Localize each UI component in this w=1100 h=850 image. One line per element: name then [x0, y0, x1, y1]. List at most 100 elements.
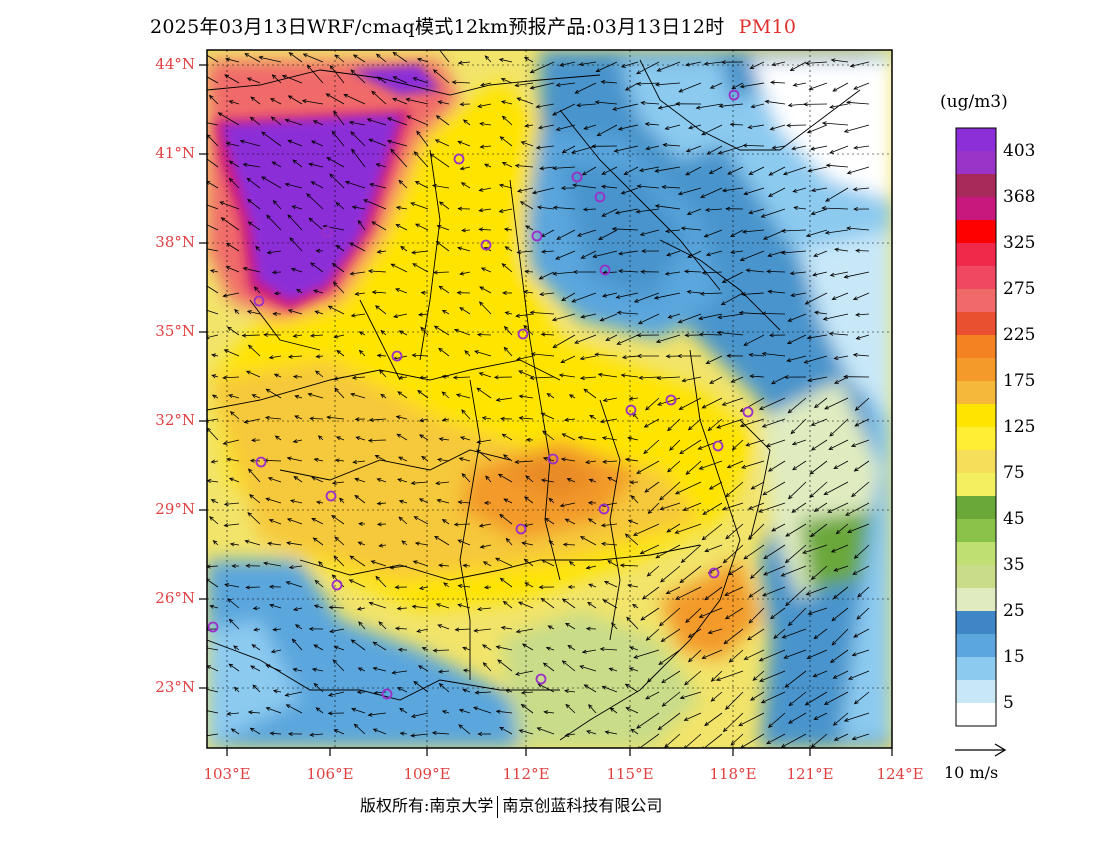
- wind-arrowhead: [484, 163, 489, 168]
- wind-vector: [433, 271, 450, 273]
- wind-vector: [310, 334, 324, 337]
- wind-vector: [600, 313, 618, 322]
- wind-arrowhead: [697, 445, 703, 450]
- wind-arrowhead: [441, 391, 447, 396]
- wind-arrowhead: [411, 604, 417, 609]
- wind-arrowhead: [769, 126, 775, 131]
- wind-vector: [601, 185, 618, 189]
- wind-arrowhead: [458, 708, 464, 713]
- wind-vector: [476, 387, 492, 399]
- wind-vector: [828, 439, 849, 450]
- wind-vector: [432, 732, 450, 735]
- wind-vector: [577, 103, 597, 106]
- wind-arrowhead: [631, 412, 637, 418]
- wind-arrowhead: [285, 581, 291, 585]
- wind-vector: [462, 647, 471, 651]
- wind-vector: [761, 691, 786, 704]
- wind-vector: [565, 623, 576, 630]
- wind-vector: [406, 115, 429, 126]
- wind-vector: [207, 285, 219, 294]
- wind-arrowhead: [665, 590, 671, 594]
- wind-arrowhead: [522, 643, 527, 648]
- wind-arrowhead: [722, 506, 727, 511]
- wind-arrowhead: [267, 541, 272, 546]
- wind-arrowhead: [665, 228, 670, 234]
- wind-vector: [350, 131, 366, 147]
- wind-vector: [267, 542, 282, 546]
- wind-vector: [228, 394, 240, 399]
- wind-arrowhead: [831, 616, 837, 622]
- wind-vector: [315, 707, 324, 714]
- colorbar-swatch: [956, 381, 996, 404]
- wind-vector: [240, 140, 261, 147]
- colorbar-swatch: [956, 266, 996, 289]
- wind-arrowhead: [391, 670, 397, 675]
- wind-arrowhead: [529, 69, 535, 74]
- wind-arrowhead: [555, 82, 561, 87]
- wind-arrowhead: [417, 312, 423, 317]
- wind-arrowhead: [247, 710, 253, 715]
- wind-arrowhead: [828, 331, 834, 336]
- wind-vector: [748, 502, 765, 510]
- wind-arrowhead: [675, 595, 681, 600]
- wind-vector: [844, 271, 870, 278]
- wind-vector: [245, 540, 261, 546]
- wind-vector: [230, 543, 240, 546]
- wind-vector: [848, 670, 870, 680]
- wind-vector: [458, 585, 471, 588]
- wind-arrowhead: [572, 183, 577, 188]
- wind-vector: [225, 58, 240, 63]
- wind-vector: [483, 662, 492, 672]
- wind-arrowhead: [833, 355, 839, 360]
- wind-arrowhead: [252, 684, 257, 689]
- wind-vector: [211, 499, 219, 504]
- wind-vector: [616, 292, 639, 298]
- wind-arrowhead: [704, 596, 709, 601]
- wind-vector: [668, 313, 681, 318]
- wind-arrowhead: [327, 305, 333, 310]
- wind-arrowhead: [219, 201, 225, 206]
- wind-vector: [638, 313, 660, 325]
- wind-arrowhead: [418, 434, 424, 439]
- wind-vector: [211, 374, 219, 378]
- wind-vector: [400, 732, 408, 735]
- wind-vector: [824, 691, 849, 705]
- wind-arrowhead: [624, 86, 630, 91]
- wind-arrowhead: [641, 249, 646, 254]
- wind-vector: [731, 82, 744, 90]
- wind-vector: [700, 292, 723, 295]
- wind-arrowhead: [771, 527, 777, 532]
- wind-vector: [376, 53, 387, 63]
- wind-arrowhead: [667, 467, 672, 473]
- wind-arrowhead: [412, 263, 418, 268]
- wind-arrowhead: [821, 121, 827, 126]
- wind-vector: [661, 670, 681, 683]
- wind-vector: [399, 708, 408, 714]
- wind-vector: [544, 711, 555, 714]
- wind-arrowhead: [281, 74, 287, 79]
- wind-arrowhead: [273, 291, 279, 296]
- wind-arrowhead: [530, 352, 536, 357]
- city-marker: [480, 239, 492, 251]
- wind-arrowhead: [845, 511, 850, 516]
- wind-arrowhead: [207, 180, 211, 185]
- city-marker: [515, 523, 527, 535]
- wind-vector: [398, 180, 408, 189]
- wind-arrowhead: [563, 417, 569, 422]
- wind-vector: [637, 82, 660, 85]
- wind-vector: [397, 607, 408, 610]
- wind-vector: [834, 733, 849, 741]
- wind-vector: [270, 98, 282, 105]
- wind-vector: [532, 187, 555, 194]
- colorbar-swatch: [956, 151, 996, 174]
- wind-arrowhead: [501, 161, 507, 166]
- wind-arrowhead: [597, 372, 603, 377]
- wind-vector: [243, 163, 261, 168]
- wind-arrowhead: [540, 412, 546, 417]
- wind-vector: [830, 271, 849, 276]
- wind-arrowhead: [788, 701, 794, 707]
- wind-vector: [519, 417, 534, 420]
- wind-arrowhead: [261, 176, 266, 181]
- wind-vector: [251, 644, 261, 651]
- wind-vector: [633, 523, 660, 536]
